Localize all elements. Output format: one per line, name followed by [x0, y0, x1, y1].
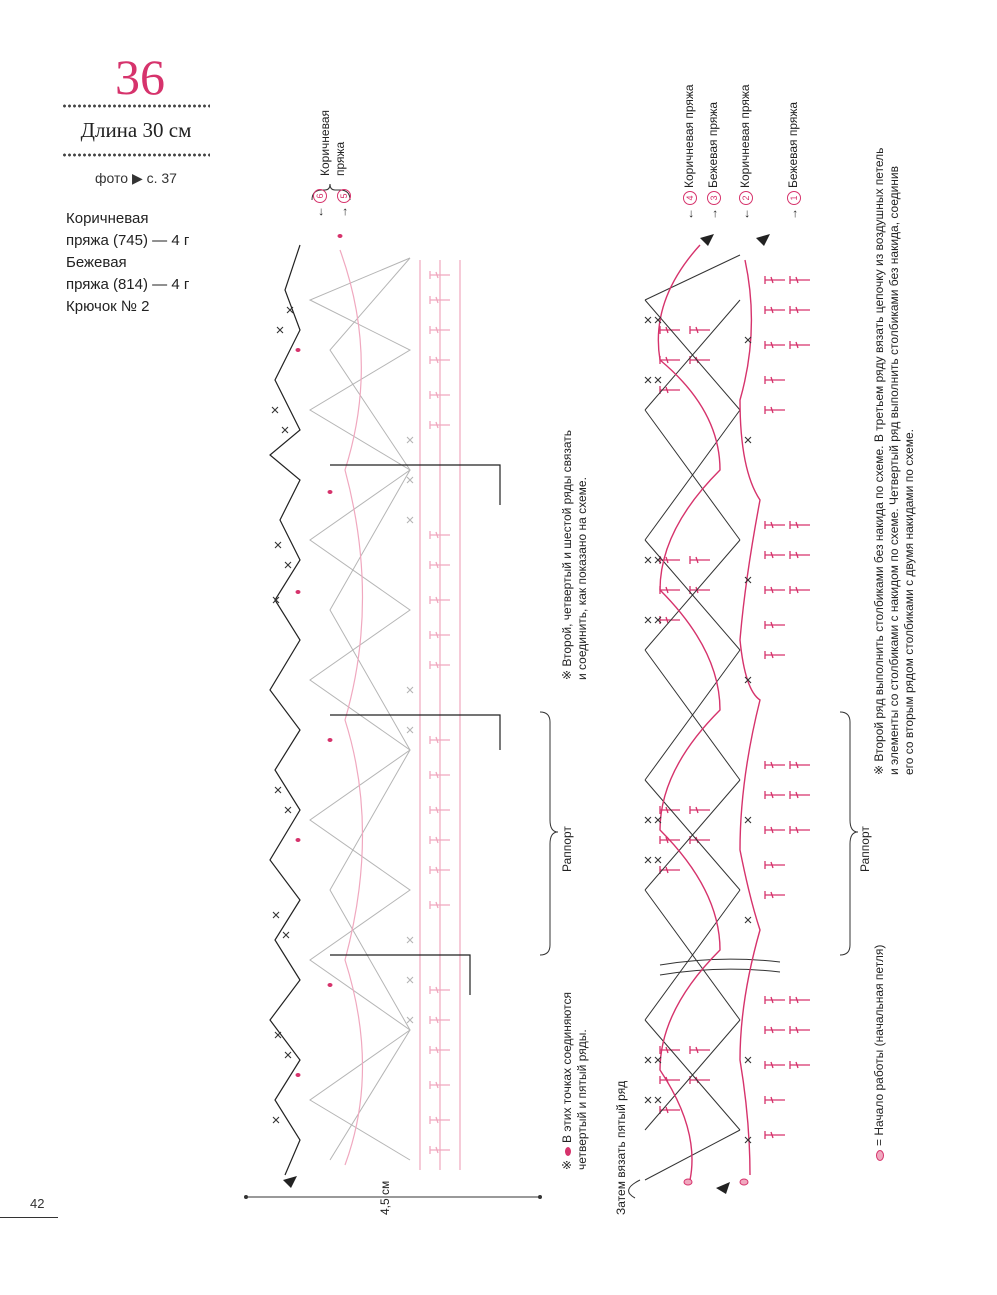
- right-row-4-label: ← 4 Коричневая пряжа: [682, 84, 697, 220]
- row-marker: 6: [313, 189, 327, 203]
- start-loop-icon: [875, 1150, 884, 1161]
- right-start-triangle-top: [700, 234, 714, 246]
- row-arrow: →: [786, 208, 800, 220]
- note-text: Затем вязать пятый ряд: [614, 1080, 628, 1215]
- left-gray-zigzag: [308, 257, 412, 1161]
- right-start-loop-2: [739, 1178, 749, 1186]
- right-pink-stitches: [659, 275, 811, 1140]
- note-mark: ※: [560, 1159, 574, 1170]
- right-start-triangle-bottom: [716, 1182, 730, 1194]
- row-yarn: Бежевая пряжа: [786, 101, 800, 188]
- divider-dots-top: [62, 104, 210, 108]
- row-yarn: Коричневая пряжа: [682, 84, 696, 188]
- note-line: и элементы со столбиками с накидом по сх…: [887, 165, 901, 775]
- materials-line: пряжа (745) — 4 г: [66, 232, 190, 249]
- left-lightpink-chain: [339, 249, 364, 1166]
- row-arrow: ←: [682, 208, 696, 220]
- note-line: четвертый и пятый ряды.: [575, 1029, 589, 1170]
- row-marker: 3: [707, 191, 721, 205]
- right-rapport-label: Раппорт: [858, 826, 873, 872]
- left-width-dimension: [244, 1195, 542, 1199]
- row-marker: 2: [739, 191, 753, 205]
- photo-reference: фото ▶ с. 37: [95, 170, 177, 186]
- left-row-6-label: ←6: [312, 186, 327, 218]
- start-legend: = Начало работы (начальная петля): [872, 945, 887, 1165]
- row-arrow: ←: [312, 206, 326, 218]
- left-yarn-label: Коричневая пряжа: [318, 110, 348, 176]
- left-gray-stitches: [406, 436, 414, 1024]
- row-marker: 1: [787, 191, 801, 205]
- left-connect-note: ※ В этих точках соединяются четвертый и п…: [560, 992, 590, 1170]
- row-arrow: →: [336, 206, 350, 218]
- left-brown-edge: [269, 244, 501, 1176]
- yarn-label-line: пряжа: [333, 141, 347, 176]
- right-rows-note: ※ Второй ряд выполнить столбиками без на…: [872, 148, 917, 775]
- materials-line: Бежевая: [66, 254, 127, 271]
- right-brown-stitches: [644, 316, 752, 1144]
- materials-list: Коричневая пряжа (745) — 4 г Бежевая пря…: [66, 208, 189, 318]
- page-number-rule: [0, 1217, 58, 1218]
- left-yarn-brace: [311, 183, 351, 201]
- left-connect-points: [295, 234, 343, 1077]
- left-brown-stitches: [271, 306, 294, 1124]
- item-length: Длина 30 см: [80, 118, 192, 142]
- pattern-number: 36: [115, 49, 165, 105]
- row-arrow: →: [706, 208, 720, 220]
- materials-line: Коричневая: [66, 210, 149, 227]
- note-line: его со вторым рядом столбиками с двумя н…: [902, 428, 916, 775]
- materials-line: Крючок № 2: [66, 298, 150, 315]
- width-text: 4,5 см: [378, 1180, 392, 1215]
- note-line: ※ Второй, четвертый и шестой ряды связат…: [560, 429, 574, 680]
- left-rapport-brace: [539, 711, 559, 956]
- left-start-triangle: [283, 1176, 297, 1188]
- divider-dots-bottom: [62, 153, 210, 157]
- pink-point-icon: [564, 1146, 571, 1156]
- row-yarn: Коричневая пряжа: [738, 84, 752, 188]
- right-pink-chain: [657, 244, 761, 1181]
- yarn-label-line: Коричневая: [318, 109, 332, 176]
- note-line: ※ Второй ряд выполнить столбиками без на…: [872, 147, 886, 775]
- rapport-text: Раппорт: [560, 826, 574, 872]
- row-arrow: ←: [738, 208, 752, 220]
- left-rows-note: ※ Второй, четвертый и шестой ряды связат…: [560, 430, 590, 680]
- right-start-loop: [683, 1178, 693, 1186]
- left-rapport-label: Раппорт: [560, 826, 575, 872]
- left-row-5-label: →5: [336, 186, 351, 218]
- page-number: 42: [30, 1196, 45, 1211]
- rapport-text: Раппорт: [858, 826, 872, 872]
- right-start-triangle-mid: [756, 234, 770, 246]
- legend-text: = Начало работы (начальная петля): [872, 944, 886, 1146]
- note-line: и соединить, как показано на схеме.: [575, 477, 589, 680]
- row-marker: 5: [337, 189, 351, 203]
- right-row-1-label: → 1 Бежевая пряжа: [786, 102, 801, 220]
- then-fifth-row-note: Затем вязать пятый ряд: [614, 1081, 629, 1215]
- then-curve: [628, 1179, 641, 1199]
- note-line: ※ В этих точках соединяются: [560, 992, 575, 1170]
- left-width-label: 4,5 см: [378, 1181, 393, 1215]
- row-marker: 4: [683, 191, 697, 205]
- materials-line: пряжа (814) — 4 г: [66, 276, 190, 293]
- right-row-3-label: → 3 Бежевая пряжа: [706, 102, 721, 220]
- note-text: В этих точках соединяются: [560, 992, 574, 1143]
- row-yarn: Бежевая пряжа: [706, 101, 720, 188]
- right-row-2-label: ← 2 Коричневая пряжа: [738, 84, 753, 220]
- right-rapport-brace: [839, 711, 859, 956]
